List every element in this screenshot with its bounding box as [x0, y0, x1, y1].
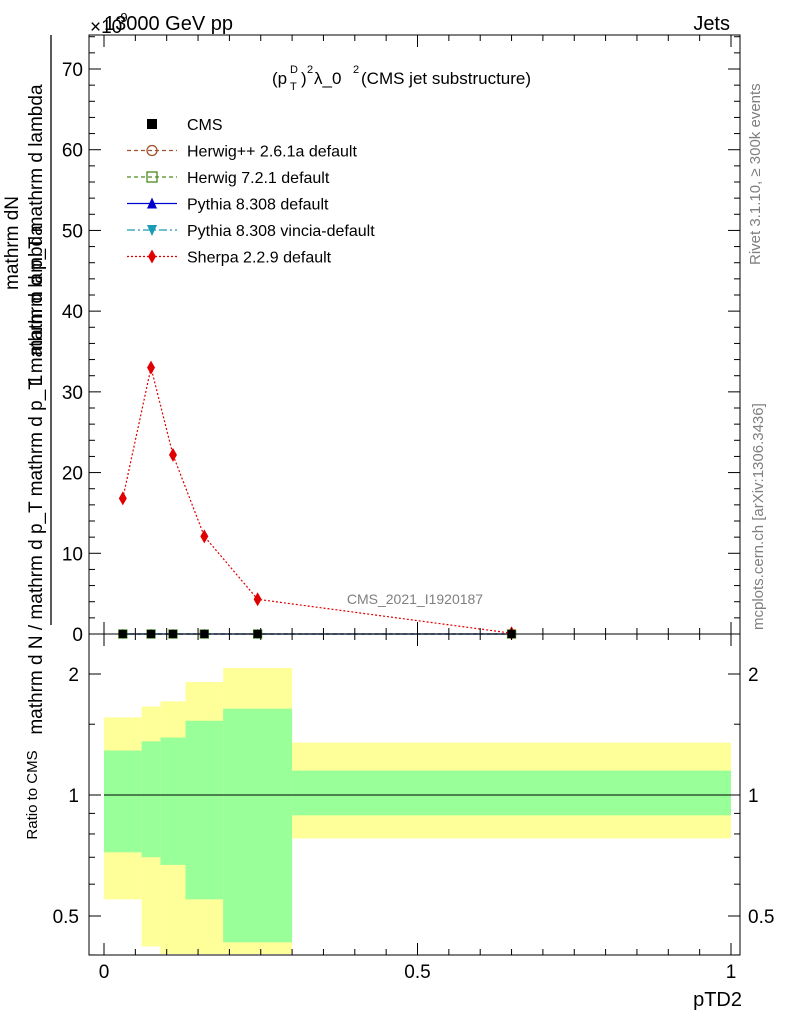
- title-sup-2b: 2: [353, 64, 359, 76]
- main-ytick-label: 70: [62, 60, 83, 81]
- main-ytick-label: 20: [62, 464, 83, 485]
- legend-marker: [146, 144, 158, 157]
- inner-band-bin: [223, 708, 293, 943]
- legend-entry-pythia: Pythia 8.308 default: [127, 197, 329, 214]
- legend-entry-cms: CMS: [147, 117, 223, 134]
- ratio-ytick-label-right: 0.5: [748, 907, 774, 928]
- ylabel-numerator: mathrm d p_T mathrm d lambda: [26, 84, 47, 355]
- ratio-ytick-label: 2: [68, 665, 79, 686]
- legend-label: CMS: [187, 117, 223, 134]
- ylabel-dN: mathrm dN: [2, 196, 23, 290]
- title-close: ): [301, 69, 307, 88]
- x-tick-label: 0.5: [404, 962, 430, 983]
- main-ytick-label: 0: [72, 625, 83, 646]
- legend-entry-sherpa: Sherpa 2.2.9 default: [127, 249, 332, 267]
- legend-label: Herwig++ 2.6.1a default: [187, 144, 357, 161]
- ratio-ylabel: Ratio to CMS: [24, 750, 41, 839]
- analysis-watermark: CMS_2021_I1920187: [347, 591, 483, 607]
- rivet-label: Rivet 3.1.10, ≥ 300k events: [747, 83, 764, 265]
- ratio-ytick-label: 1: [68, 786, 79, 807]
- inner-band-bin: [141, 741, 161, 858]
- main-ylabel: 1 mathrm dN mathrm d p_T mathrm d lambda…: [2, 35, 52, 735]
- y-exponent-power: -9: [116, 10, 128, 25]
- ratio-ytick-label: 0.5: [53, 907, 79, 928]
- legend-marker: [147, 197, 157, 209]
- legend-marker: [146, 171, 158, 183]
- process-label: Jets: [693, 13, 730, 35]
- legend-marker: [147, 119, 157, 129]
- legend-entry-herwig7: Herwig 7.2.1 default: [127, 170, 330, 187]
- main-ytick-label: 50: [62, 221, 83, 242]
- y-exponent-base: ×10: [90, 17, 122, 38]
- data-point: [200, 529, 209, 544]
- main-ytick-label: 30: [62, 383, 83, 404]
- mcplots-label: mcplots.cern.ch [arXiv:1306.3436]: [750, 403, 767, 630]
- energy-label: 13000 GeV pp: [104, 13, 233, 35]
- ratio-bands: [104, 667, 731, 954]
- main-title: (p D T ) 2 λ_0 2 (CMS jet substructure): [272, 64, 531, 93]
- inner-band-bin: [185, 720, 224, 900]
- series-line: [122, 367, 512, 634]
- inner-band-bin: [292, 770, 731, 816]
- legend-entry-vincia: Pythia 8.308 vincia-default: [127, 223, 375, 240]
- ratio-y-axis: 0.5 0.5 1 1 2 2: [53, 665, 774, 956]
- legend-label: Herwig 7.2.1 default: [187, 170, 330, 187]
- main-y-axis: 0 10 20 30 40 50 60 70: [62, 36, 740, 646]
- legend-label: Pythia 8.308 vincia-default: [187, 223, 375, 240]
- x-axis-label: pTD2: [693, 989, 742, 1011]
- ylabel-one: 1: [25, 374, 47, 385]
- ratio-ytick-label-right: 1: [748, 786, 759, 807]
- ratio-x-axis: 0 0.5 1: [99, 35, 737, 983]
- data-point: [168, 447, 177, 462]
- inner-band-bin: [104, 750, 142, 853]
- data-point: [118, 491, 127, 506]
- inner-band-bin: [160, 737, 186, 865]
- main-ytick-label: 40: [62, 302, 83, 323]
- title-rest: (CMS jet substructure): [361, 69, 531, 88]
- legend-marker: [148, 249, 156, 264]
- legend-label: Sherpa 2.2.9 default: [187, 250, 332, 267]
- title-lambda: λ_0: [314, 69, 341, 88]
- legend-label: Pythia 8.308 default: [187, 197, 329, 214]
- legend-entry-herwig_pp: Herwig++ 2.6.1a default: [127, 144, 357, 161]
- title-sub-T: T: [290, 81, 297, 93]
- title-sup-2a: 2: [307, 64, 313, 76]
- ylabel-denominator: mathrm d N / mathrm d p_T mathrm d p_T m…: [26, 225, 47, 735]
- legend-marker: [147, 225, 157, 236]
- ratio-ytick-label-right: 2: [748, 665, 759, 686]
- x-tick-label: 0: [99, 962, 110, 983]
- title-sup-D: D: [290, 64, 298, 76]
- title-open: (p: [272, 69, 287, 88]
- main-ytick-label: 60: [62, 141, 83, 162]
- data-point: [253, 592, 262, 607]
- x-tick-label: 1: [726, 962, 737, 983]
- legend: CMS Herwig++ 2.6.1a default Herwig 7.2.1 d…: [127, 117, 375, 267]
- data-point: [147, 360, 156, 375]
- main-ytick-label: 10: [62, 544, 83, 565]
